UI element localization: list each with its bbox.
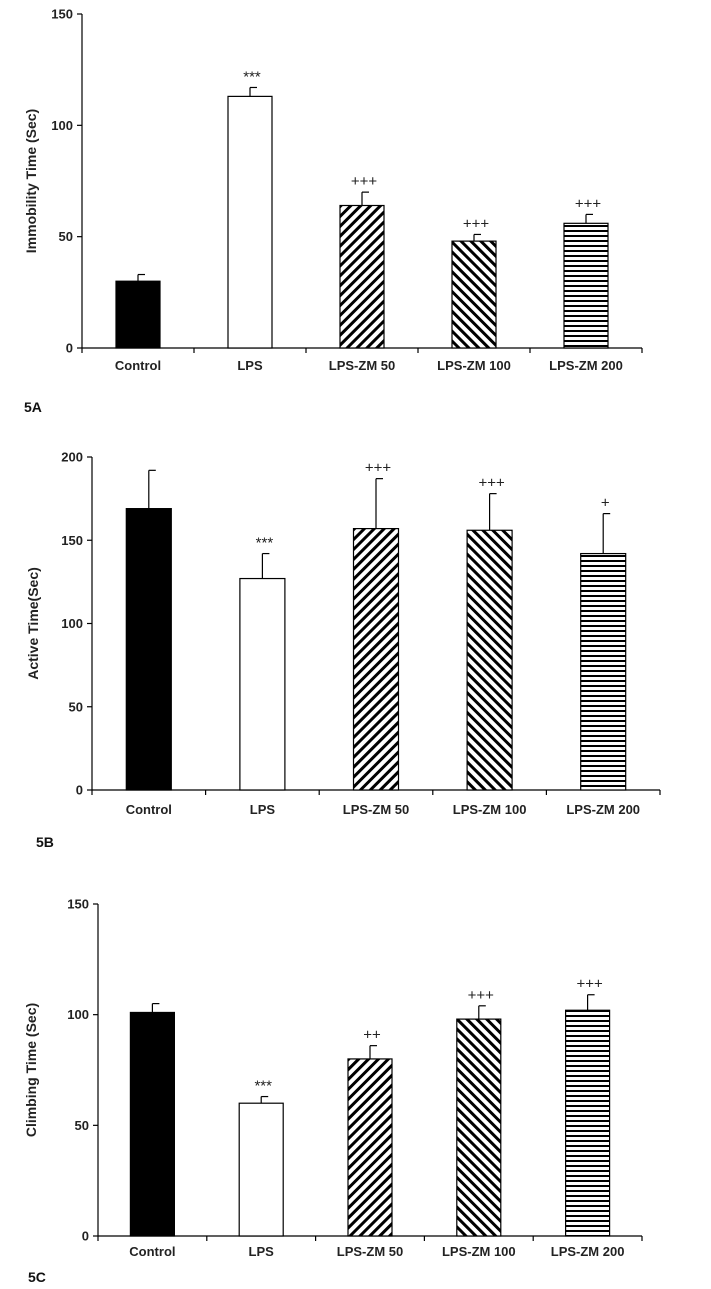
y-tick-label: 100: [67, 1007, 89, 1022]
x-tick-label: Control: [115, 358, 161, 373]
bar-lps-zm-50: [347, 1058, 393, 1237]
chart-panel-5b: 0 50 100 150 200 Active Time(Sec) Control *** LP…: [25, 450, 661, 850]
significance-label: +++: [463, 215, 490, 232]
y-tick-label: 100: [61, 616, 83, 631]
y-axis-label: Immobility Time (Sec): [23, 109, 39, 253]
bar-lps-zm-200: [580, 552, 627, 791]
x-tick-label: LPS: [249, 1244, 275, 1259]
significance-label: ***: [254, 1078, 272, 1095]
x-tick-label: Control: [126, 802, 172, 817]
y-tick-label: 50: [69, 699, 83, 714]
x-tick-label: LPS-ZM 100: [442, 1244, 516, 1259]
bar-lps-zm-200: [564, 1009, 611, 1237]
significance-label: +++: [468, 987, 495, 1004]
y-tick-label: 150: [61, 533, 83, 548]
y-tick-label: 150: [67, 897, 89, 912]
chart-panel-5c: 0 50 100 150 Climbing Time (Sec) Control *** LP…: [23, 897, 643, 1285]
panel-label: 5C: [28, 1269, 46, 1285]
bar-lps-zm-100: [456, 1018, 502, 1237]
significance-label: +++: [351, 173, 378, 190]
x-tick-label: LPS: [237, 358, 263, 373]
bar-lps-zm-50: [339, 204, 385, 349]
x-tick-label: LPS-ZM 50: [337, 1244, 403, 1259]
x-tick-label: LPS-ZM 50: [343, 802, 409, 817]
x-tick-label: Control: [129, 1244, 175, 1259]
significance-label: +: [601, 495, 610, 512]
y-axis-label: Climbing Time (Sec): [23, 1003, 39, 1137]
panel-label: 5A: [24, 399, 42, 415]
x-tick-label: LPS-ZM 100: [453, 802, 527, 817]
y-tick-label: 0: [82, 1229, 89, 1244]
significance-label: ++: [363, 1027, 381, 1044]
bar-lps-zm-50: [352, 527, 400, 791]
bar-control: [115, 280, 161, 349]
bar-lps: [227, 95, 273, 349]
y-tick-label: 0: [76, 783, 83, 798]
y-tick-label: 50: [75, 1118, 89, 1133]
x-tick-label: LPS-ZM 200: [551, 1244, 625, 1259]
x-tick-label: LPS: [250, 802, 276, 817]
x-tick-label: LPS-ZM 200: [566, 802, 640, 817]
significance-label: +++: [365, 460, 392, 477]
significance-label: ***: [256, 535, 274, 552]
significance-label: ***: [243, 68, 261, 85]
panel-label: 5B: [36, 834, 54, 850]
y-tick-label: 100: [51, 118, 73, 133]
y-tick-label: 50: [59, 229, 73, 244]
chart-panel-5a: 0 50 100 150 Immobility Time (Sec) Control ***…: [23, 7, 643, 415]
y-axis-label: Active Time(Sec): [25, 567, 41, 680]
significance-label: +++: [478, 475, 505, 492]
bar-lps: [239, 577, 286, 791]
bar-control: [129, 1011, 175, 1237]
y-tick-label: 0: [66, 341, 73, 356]
y-tick-label: 200: [61, 450, 83, 465]
bar-lps: [238, 1102, 284, 1237]
significance-label: +++: [576, 976, 603, 993]
bar-lps-zm-100: [451, 240, 497, 349]
x-tick-label: LPS-ZM 200: [549, 358, 623, 373]
y-tick-label: 150: [51, 7, 73, 22]
bar-control: [125, 508, 172, 791]
x-tick-label: LPS-ZM 100: [437, 358, 511, 373]
significance-label: +++: [575, 195, 602, 212]
bar-lps-zm-100: [466, 529, 513, 791]
bar-lps-zm-200: [563, 222, 609, 349]
x-tick-label: LPS-ZM 50: [329, 358, 395, 373]
